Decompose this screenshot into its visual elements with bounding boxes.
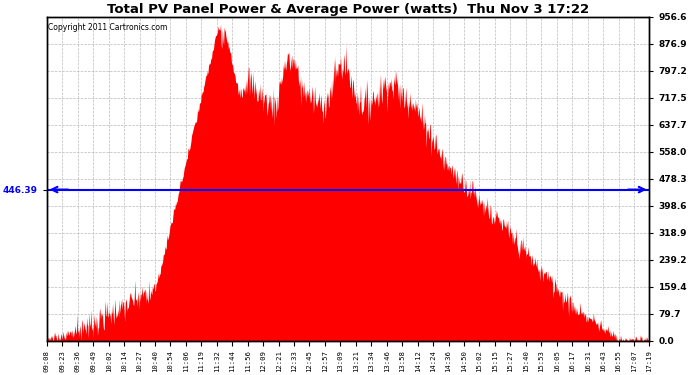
- Title: Total PV Panel Power & Average Power (watts)  Thu Nov 3 17:22: Total PV Panel Power & Average Power (wa…: [107, 3, 589, 16]
- Text: Copyright 2011 Cartronics.com: Copyright 2011 Cartronics.com: [48, 23, 168, 32]
